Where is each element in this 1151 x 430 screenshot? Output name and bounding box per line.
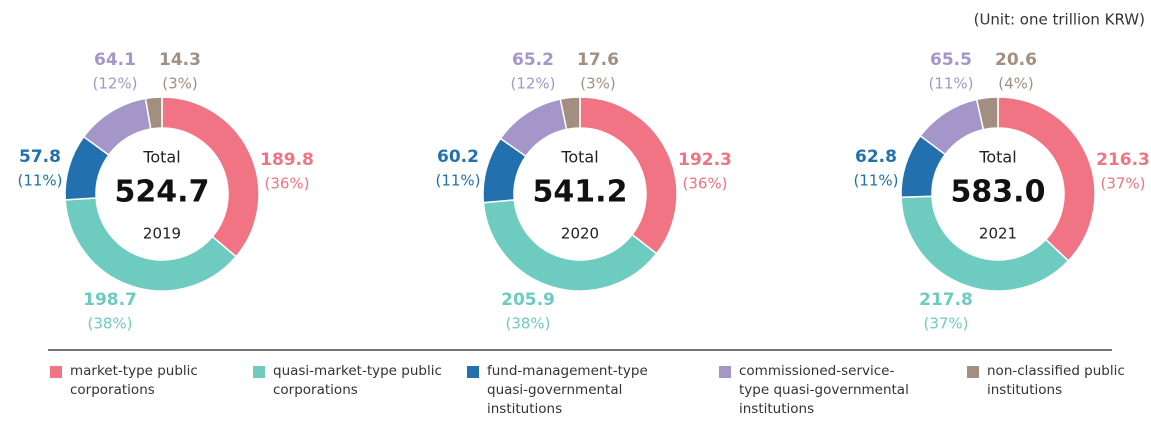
legend-label: market-type public corporations <box>70 363 198 398</box>
center-label: Total <box>978 148 1016 167</box>
total-label: 541.2 <box>533 175 628 210</box>
center-label: Total <box>142 148 180 167</box>
percent-label: (12%) <box>92 75 137 93</box>
legend-swatch <box>719 366 731 378</box>
legend-swatch <box>50 366 62 378</box>
donut-slice <box>997 96 1096 262</box>
donut-slice <box>900 195 1070 292</box>
value-label: 62.8 <box>855 147 897 167</box>
legend-label: fund-management-type quasi-governmental … <box>487 363 648 417</box>
legend-item: commissioned-service-type quasi-governme… <box>719 362 909 419</box>
percent-label: (38%) <box>87 315 132 333</box>
percent-label: (36%) <box>682 175 727 193</box>
donut-slice <box>144 96 163 130</box>
legend-item: market-type public corporations <box>50 362 240 400</box>
legend-swatch <box>253 366 265 378</box>
percent-label: (11%) <box>435 172 480 190</box>
center-label: Total <box>560 148 598 167</box>
legend-label: commissioned-service-type quasi-governme… <box>739 363 909 417</box>
percent-label: (3%) <box>162 75 198 93</box>
value-label: 205.9 <box>501 290 555 310</box>
value-label: 14.3 <box>159 50 201 70</box>
value-label: 65.5 <box>930 50 972 70</box>
legend-item: non-classified public institutions <box>967 362 1151 400</box>
legend-item: fund-management-type quasi-governmental … <box>467 362 657 419</box>
value-label: 65.2 <box>512 50 554 70</box>
value-label: 17.6 <box>577 50 619 70</box>
percent-label: (11%) <box>928 75 973 93</box>
percent-label: (11%) <box>17 172 62 190</box>
value-label: 189.8 <box>260 150 314 170</box>
percent-label: (38%) <box>505 315 550 333</box>
percent-label: (4%) <box>998 75 1034 93</box>
legend-swatch <box>467 366 479 378</box>
year-label: 2020 <box>561 225 599 243</box>
percent-label: (3%) <box>580 75 616 93</box>
donut-slice <box>975 96 999 131</box>
percent-label: (37%) <box>923 315 968 333</box>
value-label: 198.7 <box>83 290 137 310</box>
donut-slice <box>559 96 581 131</box>
percent-label: (12%) <box>510 75 555 93</box>
value-label: 20.6 <box>995 50 1037 70</box>
legend-label: non-classified public institutions <box>987 363 1125 398</box>
percent-label: (36%) <box>264 175 309 193</box>
percent-label: (11%) <box>853 172 898 190</box>
value-label: 216.3 <box>1096 150 1150 170</box>
donut-slice <box>64 197 238 292</box>
total-label: 524.7 <box>115 175 210 210</box>
total-label: 583.0 <box>951 175 1046 210</box>
value-label: 60.2 <box>437 147 479 167</box>
value-label: 192.3 <box>678 150 732 170</box>
legend-swatch <box>967 366 979 378</box>
percent-label: (37%) <box>1100 175 1145 193</box>
value-label: 57.8 <box>19 147 61 167</box>
legend-label: quasi-market-type public corporations <box>273 363 442 398</box>
donut-slice <box>482 199 658 292</box>
unit-label: (Unit: one trillion KRW) <box>974 11 1145 29</box>
legend-item: quasi-market-type public corporations <box>253 362 443 400</box>
value-label: 217.8 <box>919 290 973 310</box>
value-label: 64.1 <box>94 50 136 70</box>
donut-slice <box>579 96 678 255</box>
year-label: 2021 <box>979 225 1017 243</box>
year-label: 2019 <box>143 225 181 243</box>
